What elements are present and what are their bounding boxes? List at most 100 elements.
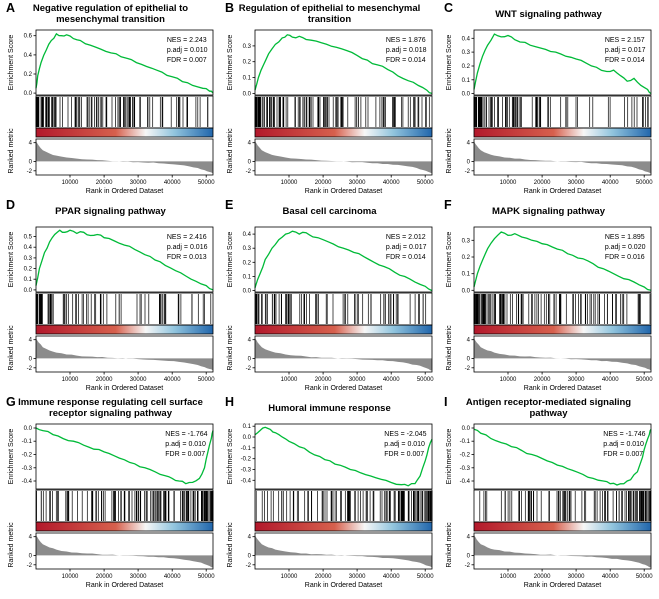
svg-text:10000: 10000 bbox=[280, 180, 297, 186]
gsea-svg: 0.1 0.0 -0.1 -0.2 -0.3 -0.4 4 0 -2 10000 20000 3000… bbox=[227, 423, 434, 589]
svg-text:-2: -2 bbox=[245, 563, 251, 569]
panel-letter: I bbox=[444, 395, 448, 409]
svg-text:4: 4 bbox=[466, 141, 470, 147]
padj-value: p.adj = 0.010 bbox=[165, 441, 206, 449]
svg-text:4: 4 bbox=[466, 338, 470, 344]
panel-header: D PPAR signaling pathway bbox=[2, 198, 219, 224]
gsea-panel-g: G Immune response regulating cell surfac… bbox=[2, 395, 219, 589]
nes-value: NES = 2.157 bbox=[604, 37, 645, 44]
svg-text:4: 4 bbox=[28, 141, 32, 147]
panel-letter: G bbox=[6, 395, 16, 409]
svg-text:0.4: 0.4 bbox=[23, 245, 32, 251]
svg-text:-2: -2 bbox=[245, 169, 251, 175]
padj-value: p.adj = 0.020 bbox=[604, 244, 646, 252]
gsea-panel-a: A Negative regulation of epithelial to m… bbox=[2, 1, 219, 195]
svg-text:0.0: 0.0 bbox=[23, 288, 32, 294]
stats-box: NES = 1.876 p.adj = 0.018 FDR = 0.014 bbox=[386, 36, 427, 66]
padj-value: p.adj = 0.017 bbox=[385, 244, 427, 252]
panel-header: C WNT signaling pathway bbox=[440, 1, 657, 27]
svg-text:0.4: 0.4 bbox=[23, 53, 32, 59]
svg-text:20000: 20000 bbox=[314, 574, 331, 580]
gsea-panel-h: H Humoral immune response 0.1 0.0 -0.1 -0.2… bbox=[221, 395, 438, 589]
svg-text:30000: 30000 bbox=[129, 574, 146, 580]
gsea-plot: 0.0 -0.1 -0.2 -0.3 -0.4 4 0 -2 10000 20000 30000 40… bbox=[443, 421, 655, 589]
svg-text:10000: 10000 bbox=[499, 180, 516, 186]
svg-text:0.2: 0.2 bbox=[461, 255, 470, 261]
padj-value: p.adj = 0.010 bbox=[384, 441, 425, 449]
svg-text:-0.2: -0.2 bbox=[240, 457, 251, 463]
panel-header: I Antigen receptor-mediated signaling pa… bbox=[440, 395, 657, 421]
svg-text:0: 0 bbox=[247, 159, 251, 165]
svg-text:30000: 30000 bbox=[567, 180, 584, 186]
gsea-plot: 0.0 -0.1 -0.2 -0.3 -0.4 4 0 -2 10000 20000 30000 40… bbox=[5, 421, 217, 589]
svg-text:0.4: 0.4 bbox=[242, 232, 251, 238]
svg-text:10000: 10000 bbox=[499, 574, 516, 580]
svg-text:4: 4 bbox=[247, 141, 251, 147]
svg-text:0.4: 0.4 bbox=[461, 36, 470, 42]
svg-text:Enrichment Score: Enrichment Score bbox=[446, 232, 453, 288]
gsea-panel-c: C WNT signaling pathway 0.0 0.1 0.2 0.3 0.4 4… bbox=[440, 1, 657, 195]
svg-text:0.3: 0.3 bbox=[242, 44, 251, 50]
svg-text:10000: 10000 bbox=[280, 377, 297, 383]
svg-text:0.2: 0.2 bbox=[23, 267, 32, 273]
gsea-svg: 0.0 0.1 0.2 0.3 0.4 4 0 -2 10000 20000 30000 40000 5… bbox=[227, 226, 434, 392]
padj-value: p.adj = 0.016 bbox=[166, 244, 208, 252]
fdr-value: FDR = 0.007 bbox=[603, 451, 644, 459]
panel-title: Humoral immune response bbox=[268, 402, 391, 414]
svg-text:10000: 10000 bbox=[61, 180, 78, 186]
nes-value: NES = 2.416 bbox=[166, 234, 207, 241]
svg-text:0.2: 0.2 bbox=[242, 260, 251, 266]
panel-title: MAPK signaling pathway bbox=[492, 205, 605, 217]
svg-text:Ranked metric: Ranked metric bbox=[227, 522, 234, 568]
gsea-svg: 0.0 0.2 0.4 0.6 4 0 -2 10000 20000 30000 40000 5000… bbox=[8, 29, 215, 195]
gsea-panel-i: I Antigen receptor-mediated signaling pa… bbox=[440, 395, 657, 589]
svg-text:40000: 40000 bbox=[382, 180, 399, 186]
svg-text:4: 4 bbox=[466, 535, 470, 541]
svg-text:0.0: 0.0 bbox=[23, 91, 32, 97]
fdr-value: FDR = 0.014 bbox=[385, 57, 426, 65]
svg-text:-2: -2 bbox=[26, 563, 32, 569]
svg-text:20000: 20000 bbox=[533, 180, 550, 186]
svg-text:Rank in Ordered Dataset: Rank in Ordered Dataset bbox=[85, 385, 162, 392]
fdr-value: FDR = 0.013 bbox=[166, 254, 207, 262]
svg-text:0.1: 0.1 bbox=[23, 277, 32, 283]
svg-text:40000: 40000 bbox=[163, 377, 180, 383]
fdr-value: FDR = 0.014 bbox=[604, 57, 645, 65]
svg-text:40000: 40000 bbox=[163, 574, 180, 580]
svg-text:Enrichment Score: Enrichment Score bbox=[446, 429, 453, 485]
svg-text:-2: -2 bbox=[464, 563, 470, 569]
svg-text:20000: 20000 bbox=[533, 377, 550, 383]
svg-text:0.0: 0.0 bbox=[461, 92, 470, 98]
panel-title: Antigen receptor-mediated signaling path… bbox=[465, 397, 632, 419]
fdr-value: FDR = 0.007 bbox=[384, 451, 425, 459]
gsea-panel-b: B Regulation of epithelial to mesenchyma… bbox=[221, 1, 438, 195]
svg-text:Rank in Ordered Dataset: Rank in Ordered Dataset bbox=[304, 188, 381, 195]
padj-value: p.adj = 0.010 bbox=[166, 47, 208, 55]
panel-header: H Humoral immune response bbox=[221, 395, 438, 421]
panel-letter: C bbox=[444, 1, 454, 15]
gsea-svg: 0.0 0.1 0.2 0.3 4 0 -2 10000 20000 30000 40000 5000… bbox=[446, 226, 653, 392]
svg-text:0.3: 0.3 bbox=[23, 256, 32, 262]
svg-text:0: 0 bbox=[247, 356, 251, 362]
svg-text:0.3: 0.3 bbox=[461, 238, 470, 244]
svg-text:Ranked metric: Ranked metric bbox=[446, 522, 453, 568]
svg-text:Rank in Ordered Dataset: Rank in Ordered Dataset bbox=[85, 188, 162, 195]
svg-text:50000: 50000 bbox=[635, 180, 652, 186]
svg-text:0.2: 0.2 bbox=[461, 64, 470, 70]
svg-text:0: 0 bbox=[466, 159, 470, 165]
svg-text:Ranked metric: Ranked metric bbox=[8, 128, 15, 174]
fdr-value: FDR = 0.007 bbox=[165, 451, 206, 459]
svg-text:Ranked metric: Ranked metric bbox=[227, 128, 234, 174]
stats-box: NES = -1.764 p.adj = 0.010 FDR = 0.007 bbox=[165, 430, 207, 460]
panel-letter: F bbox=[444, 198, 452, 212]
svg-text:-0.1: -0.1 bbox=[459, 439, 470, 445]
svg-text:10000: 10000 bbox=[280, 574, 297, 580]
svg-text:20000: 20000 bbox=[533, 574, 550, 580]
fdr-value: FDR = 0.014 bbox=[385, 254, 426, 262]
svg-text:40000: 40000 bbox=[382, 574, 399, 580]
svg-text:0.2: 0.2 bbox=[23, 72, 32, 78]
svg-text:4: 4 bbox=[247, 338, 251, 344]
svg-text:Ranked metric: Ranked metric bbox=[8, 325, 15, 371]
svg-text:-0.4: -0.4 bbox=[240, 478, 251, 484]
